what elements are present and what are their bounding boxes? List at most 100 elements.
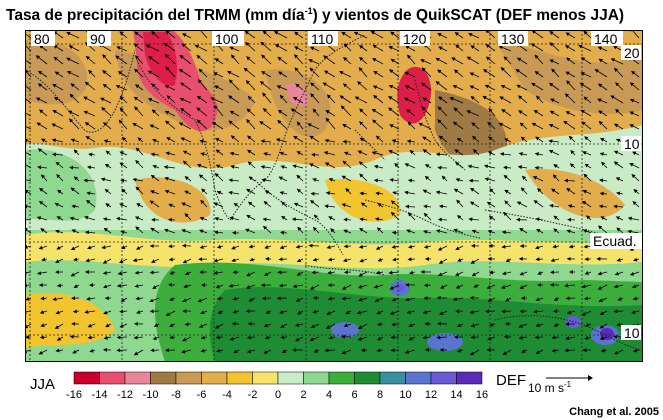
- wind-vector: [135, 186, 144, 195]
- wind-vector: [631, 173, 640, 182]
- wind-vector: [178, 122, 192, 130]
- colorbar-tick-label: -4: [222, 389, 232, 401]
- wind-vector: [390, 211, 400, 221]
- wind-vector: [292, 96, 304, 104]
- wind-vector: [55, 348, 64, 353]
- wind-vector: [328, 335, 336, 340]
- wind-vector: [310, 323, 320, 329]
- dry-brown-north-5: [495, 40, 643, 114]
- wind-vector: [164, 189, 176, 195]
- wind-vector: [328, 216, 336, 221]
- wind-vector: [532, 176, 544, 182]
- wind-vector: [201, 188, 208, 195]
- wind-vector: [85, 135, 96, 143]
- wind-vector: [519, 309, 528, 314]
- wind-vector: [197, 297, 208, 303]
- wind-vector: [486, 284, 496, 289]
- wind-vector: [293, 202, 304, 208]
- wind-vector: [25, 283, 32, 288]
- wind-vector: [504, 200, 512, 208]
- wind-vector: [132, 258, 144, 263]
- lat-label-10s: 10: [624, 325, 640, 341]
- wind-vector: [599, 152, 608, 157]
- wind-vector: [230, 54, 240, 65]
- wind-vector: [246, 335, 256, 340]
- wind-vector: [599, 310, 608, 316]
- wind-vector: [376, 227, 384, 234]
- wind-vector: [297, 226, 304, 234]
- wind-vector: [487, 336, 496, 341]
- lon-label-120: 120: [403, 31, 427, 47]
- red-patch-burma: [175, 78, 215, 112]
- colorbar-tick-label: 4: [326, 389, 332, 401]
- wind-vector: [470, 349, 480, 356]
- wind-vector: [71, 229, 80, 234]
- wind-vector: [423, 212, 432, 221]
- wind-vector: [375, 135, 384, 143]
- wind-vector: [343, 244, 352, 249]
- wind-vector: [84, 309, 96, 314]
- wind-vector: [629, 30, 640, 39]
- wind-vector: [370, 31, 384, 39]
- wind-vector: [277, 109, 288, 117]
- wind-vector: [629, 98, 640, 104]
- wind-vector: [229, 336, 240, 341]
- wind-vector: [339, 95, 352, 104]
- wind-vector: [51, 138, 64, 143]
- wind-vector: [216, 244, 224, 249]
- colorbar-tick-label: 12: [425, 389, 437, 401]
- wind-vector: [119, 258, 128, 264]
- wind-vector: [25, 258, 32, 261]
- wind-vector: [296, 271, 304, 276]
- wind-vector: [564, 45, 576, 52]
- wind-vector: [213, 258, 224, 263]
- wind-vector: [372, 44, 384, 52]
- wind-vector: [168, 203, 176, 208]
- wind-vector: [424, 164, 432, 169]
- wind-vector: [103, 284, 112, 289]
- wind-vector: [504, 189, 512, 195]
- wind-vector: [83, 178, 96, 183]
- wind-vector-field: [25, 30, 640, 356]
- wind-vector: [103, 227, 112, 234]
- wind-vector: [41, 257, 48, 262]
- reference-arrow-label: 10 m s-1: [528, 380, 572, 395]
- wind-vector: [389, 310, 400, 315]
- wind-vector: [408, 336, 416, 341]
- wind-vector: [519, 227, 528, 234]
- wind-vector: [326, 94, 336, 104]
- wind-vector: [199, 229, 208, 234]
- wind-vector: [394, 162, 400, 169]
- wind-vector: [295, 336, 304, 342]
- wind-vector: [454, 32, 464, 39]
- wind-vector: [327, 270, 336, 275]
- wind-vector: [376, 348, 384, 353]
- wind-vector: [325, 117, 336, 130]
- wind-vector: [613, 150, 624, 156]
- wind-vector: [373, 178, 384, 183]
- wind-vector: [263, 271, 272, 276]
- wind-vector: [342, 258, 352, 263]
- wind-vector: [551, 68, 560, 78]
- wind-vector: [215, 335, 224, 340]
- wind-vector: [325, 323, 336, 329]
- wind-vector: [277, 71, 288, 78]
- orange-patch-southwest: [25, 293, 115, 348]
- wind-vector: [535, 323, 544, 328]
- wind-vector: [536, 228, 544, 234]
- wind-vector: [597, 98, 608, 104]
- wind-vector: [229, 151, 240, 156]
- wind-vector: [264, 245, 272, 249]
- wind-vector: [279, 94, 288, 104]
- wind-vector: [210, 97, 224, 104]
- wind-vector: [133, 349, 144, 356]
- wind-vector: [453, 107, 464, 117]
- wind-vector: [404, 349, 416, 354]
- wind-vector: [614, 67, 624, 78]
- wind-vector: [200, 310, 208, 315]
- wind-vector: [389, 178, 400, 183]
- wind-vector: [101, 245, 112, 250]
- wind-vector: [228, 120, 240, 130]
- wind-vector: [537, 187, 544, 195]
- wind-vector: [343, 323, 352, 328]
